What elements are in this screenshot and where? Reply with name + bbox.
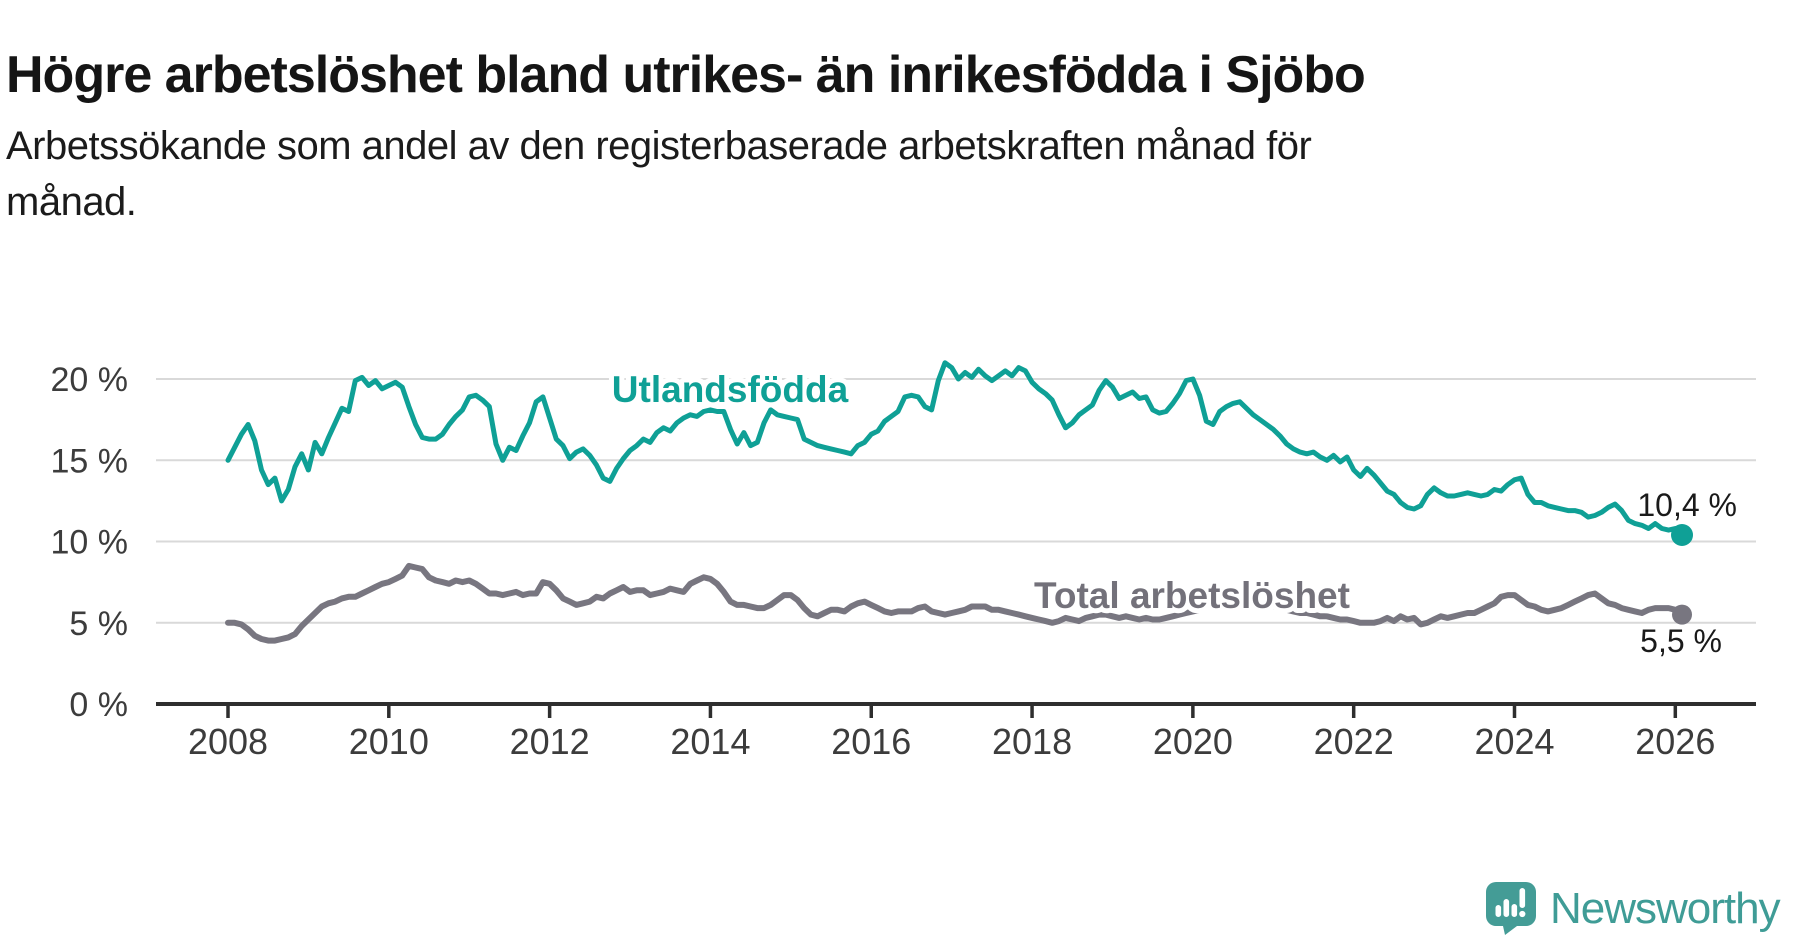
x-tick-label: 2020 xyxy=(1153,721,1233,762)
x-tick-label: 2008 xyxy=(188,721,268,762)
logo-bubble xyxy=(1486,882,1536,935)
subtitle-line-2: månad. xyxy=(6,180,137,224)
x-tick-label: 2012 xyxy=(510,721,590,762)
x-tick-label: 2018 xyxy=(992,721,1072,762)
x-tick-label: 2026 xyxy=(1635,721,1715,762)
x-tick-label: 2022 xyxy=(1314,721,1394,762)
logo-bar-tall xyxy=(1503,899,1510,917)
y-tick-label: 0 % xyxy=(69,686,128,724)
x-tick-label: 2014 xyxy=(670,721,750,762)
end-dot-utlandsfodda xyxy=(1671,524,1694,546)
newsworthy-logo: Newsworthy xyxy=(1486,882,1781,936)
logo-bar-small xyxy=(1495,905,1502,917)
end-value-label-total: 5,5 % xyxy=(1640,623,1722,659)
end-value-label-utlandsfodda: 10,4 % xyxy=(1637,487,1737,523)
series-label-total: Total arbetslöshet xyxy=(1034,575,1350,616)
subtitle-line-1: Arbetssökande som andel av den registerb… xyxy=(6,124,1312,168)
series-line-utlandsfodda xyxy=(225,360,1685,538)
newsworthy-logo-icon xyxy=(1486,882,1536,935)
x-tick-label: 2010 xyxy=(349,721,429,762)
end-dot-total xyxy=(1672,604,1693,625)
y-tick-label: 10 % xyxy=(51,524,129,562)
y-tick-label: 5 % xyxy=(69,605,128,643)
x-tick-label: 2016 xyxy=(831,721,911,762)
logo-exclamation-dot xyxy=(1519,910,1526,918)
logo-bar-medium xyxy=(1511,904,1518,917)
page-title: Högre arbetslöshet bland utrikes- än inr… xyxy=(6,45,1366,104)
y-tick-label: 20 % xyxy=(51,361,129,399)
chart: 0 % 5 % 10 % 15 % 20 % 2008 2010 2012 2014 2016 20… xyxy=(51,360,1756,762)
series-label-utlandsfodda: Utlandsfödda xyxy=(612,369,849,410)
series-line-total xyxy=(225,562,1685,644)
logo-exclamation-bar xyxy=(1519,888,1526,908)
brand-name: Newsworthy xyxy=(1550,884,1781,933)
x-tick-label: 2024 xyxy=(1474,721,1554,762)
page-subtitle: Arbetssökande som andel av den registerb… xyxy=(6,118,1766,230)
y-tick-label: 15 % xyxy=(51,442,129,480)
